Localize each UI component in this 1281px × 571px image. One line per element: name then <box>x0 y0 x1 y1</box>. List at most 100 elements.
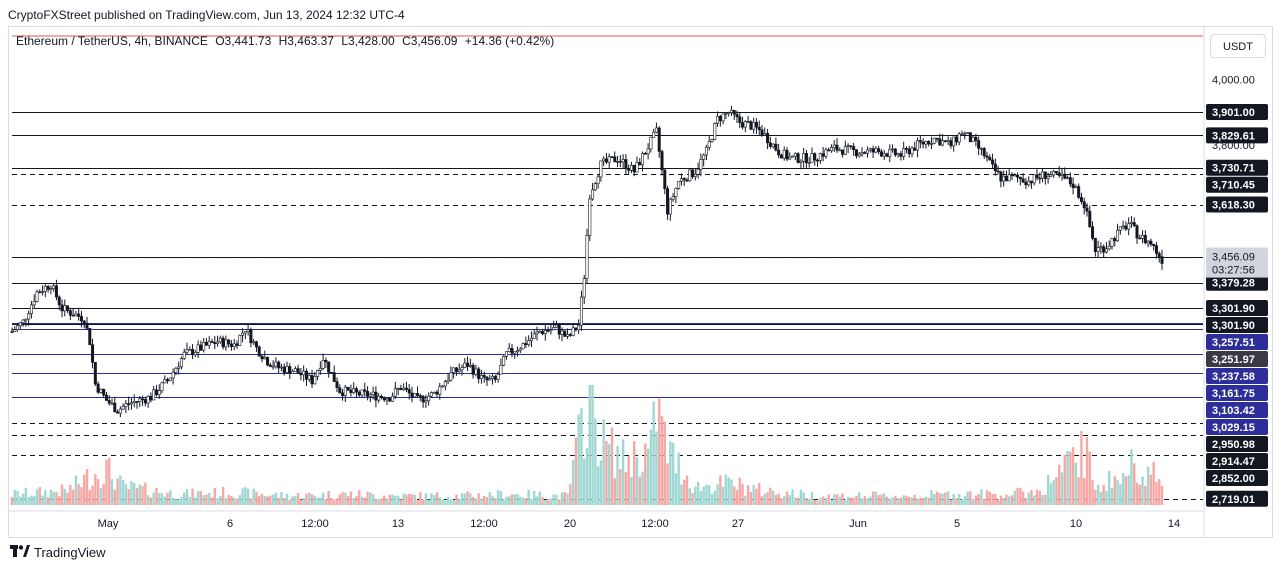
volume-bar <box>610 427 614 505</box>
candle-body <box>102 388 106 396</box>
volume-bar <box>244 487 247 505</box>
volume-bar <box>794 497 797 505</box>
candle-body <box>666 188 670 215</box>
candle-body <box>1093 237 1097 252</box>
candle-body <box>1057 172 1061 176</box>
volume-bar <box>121 479 125 505</box>
candle-body <box>921 141 925 145</box>
volume-bar <box>502 499 505 505</box>
candle-body <box>79 316 83 322</box>
candle-body <box>299 372 303 376</box>
volume-bar <box>944 492 947 505</box>
volume-bar <box>224 498 228 505</box>
time-tick-label: May <box>98 518 119 530</box>
volume-bar <box>674 473 678 505</box>
volume-bar <box>977 494 980 505</box>
candle-body <box>410 392 414 398</box>
volume-bar <box>1063 454 1066 505</box>
volume-bar <box>149 497 153 505</box>
candle-body <box>902 148 906 157</box>
candle-body <box>793 153 797 157</box>
candle-body <box>516 350 520 353</box>
candle-body <box>718 115 722 122</box>
candle-body <box>352 388 356 393</box>
candle-body <box>724 112 728 115</box>
candle-body <box>13 329 17 332</box>
candle-body <box>213 342 217 344</box>
candle-body <box>41 291 45 293</box>
candle-body <box>541 331 545 335</box>
tradingview-footer[interactable]: TradingView <box>10 545 106 560</box>
volume-bar <box>1138 484 1141 505</box>
candle-body <box>1071 183 1075 188</box>
candle-body <box>1146 240 1150 244</box>
volume-bar <box>705 484 708 505</box>
volume-bar <box>766 492 769 505</box>
candle-body <box>274 361 278 367</box>
candle-body <box>488 378 492 381</box>
candle-body <box>254 341 258 348</box>
candle-body <box>1079 197 1083 202</box>
candle-body <box>418 395 422 397</box>
volume-bar <box>658 398 661 505</box>
candle-body <box>546 330 550 332</box>
candle-body <box>96 383 100 393</box>
candle-body <box>193 352 197 356</box>
candle-body <box>904 148 908 150</box>
volume-bar <box>991 494 994 505</box>
volume-bar <box>105 459 108 505</box>
level-price-label <box>1206 104 1268 121</box>
currency-button[interactable]: USDT <box>1210 34 1266 58</box>
candle-body <box>110 402 114 405</box>
volume-bar <box>749 492 753 505</box>
candle-body <box>593 183 597 191</box>
volume-bar <box>774 494 778 505</box>
volume-bar <box>455 494 458 505</box>
candle-body <box>649 136 653 150</box>
level-price-label <box>1206 419 1268 436</box>
volume-bar <box>430 493 433 505</box>
candle-body <box>1027 180 1031 186</box>
volume-bar <box>874 491 878 505</box>
time-tick-label: 20 <box>564 518 576 530</box>
volume-bar <box>1088 451 1091 505</box>
volume-bar <box>377 498 380 505</box>
candle-body <box>1088 210 1092 228</box>
volume-bar <box>852 497 855 505</box>
volume-bar <box>496 490 500 505</box>
candle-body <box>402 387 406 390</box>
candle-body <box>785 149 789 160</box>
volume-bar <box>308 492 311 505</box>
volume-bar <box>883 493 886 505</box>
candle-body <box>632 164 636 173</box>
volume-bar <box>1024 498 1028 505</box>
symbol-name[interactable]: Ethereum / TetherUS, 4h, BINANCE <box>16 34 208 48</box>
volume-bar <box>216 497 219 505</box>
candle-body <box>702 154 706 160</box>
level-price-label <box>1206 334 1268 351</box>
candle-body <box>841 149 845 155</box>
volume-bar <box>491 495 494 505</box>
candle-body <box>471 364 475 375</box>
volume-bar <box>741 483 744 505</box>
candle-body <box>527 340 531 346</box>
candle-body <box>91 344 95 363</box>
candle-body <box>466 362 470 367</box>
candle-body <box>146 395 150 404</box>
level-price-label <box>1206 196 1268 213</box>
volume-bar <box>916 498 919 505</box>
candle-body <box>796 153 800 163</box>
candle-body <box>191 349 195 356</box>
volume-bar <box>1155 481 1158 505</box>
candle-body <box>277 361 281 369</box>
volume-bar <box>1052 480 1055 505</box>
candle-body <box>610 156 614 158</box>
volume-bar <box>241 488 244 505</box>
volume-bar <box>985 490 989 505</box>
candle-body <box>1107 245 1111 250</box>
candle-body <box>204 342 208 346</box>
candle-body <box>1082 201 1086 209</box>
volume-bar <box>338 494 341 505</box>
volume-bar <box>855 495 858 505</box>
